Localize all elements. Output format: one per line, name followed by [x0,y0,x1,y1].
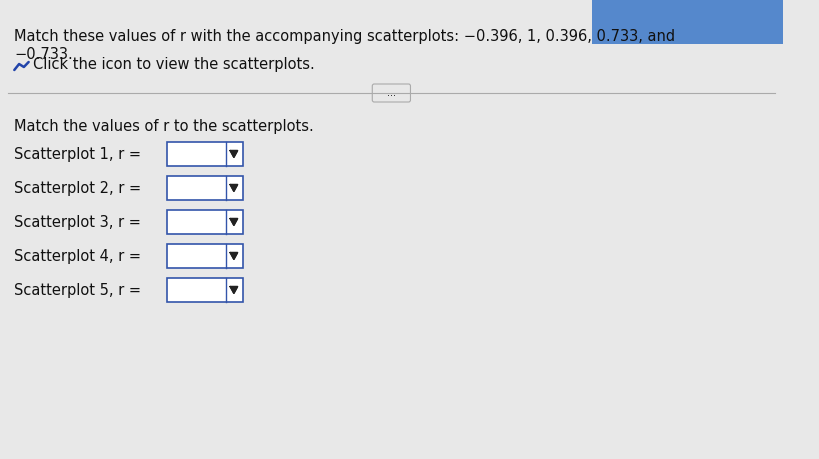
Polygon shape [230,252,238,259]
FancyBboxPatch shape [167,142,243,166]
Text: Scatterplot 2, r =: Scatterplot 2, r = [14,180,141,196]
FancyBboxPatch shape [167,278,243,302]
FancyBboxPatch shape [591,0,782,44]
Polygon shape [230,151,238,157]
Text: Click the icon to view the scatterplots.: Click the icon to view the scatterplots. [34,56,314,72]
FancyBboxPatch shape [372,84,410,102]
Text: Scatterplot 5, r =: Scatterplot 5, r = [14,282,141,297]
Text: Scatterplot 4, r =: Scatterplot 4, r = [14,248,141,263]
Text: Scatterplot 3, r =: Scatterplot 3, r = [14,214,141,230]
FancyBboxPatch shape [167,244,243,268]
FancyBboxPatch shape [167,210,243,234]
Polygon shape [230,185,238,191]
Text: Match these values of r with the accompanying scatterplots: −0.396, 1, 0.396, 0.: Match these values of r with the accompa… [14,29,675,44]
Text: ...: ... [387,88,396,98]
Text: −0.733.: −0.733. [14,47,73,62]
Polygon shape [230,286,238,293]
Text: Scatterplot 1, r =: Scatterplot 1, r = [14,146,141,162]
Polygon shape [230,218,238,225]
FancyBboxPatch shape [167,176,243,200]
Text: Match the values of r to the scatterplots.: Match the values of r to the scatterplot… [14,119,314,134]
